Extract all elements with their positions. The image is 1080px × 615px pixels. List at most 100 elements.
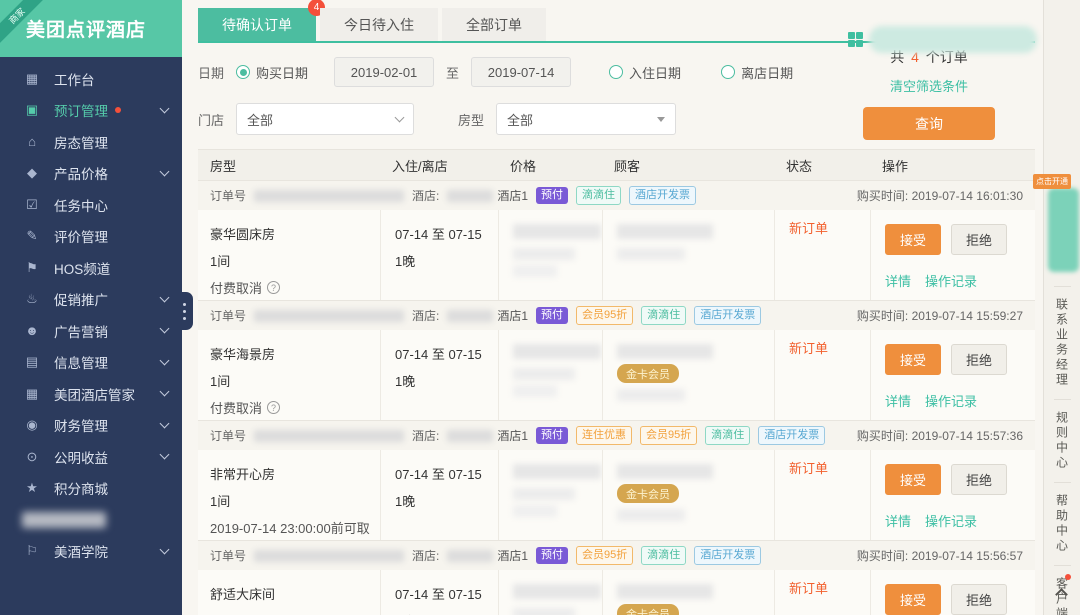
sidebar-collapse-handle[interactable] [176,292,193,330]
sidebar-item-academy[interactable]: ⚐ 美酒学院 [0,536,182,568]
order-row: 豪华海景房 1间 付费取消 ? 07-14 至 07-15 1晚 [198,330,1035,420]
purchase-time-value: 2019-07-14 15:57:36 [911,429,1023,443]
status-cell: 新订单 [774,450,870,540]
sidebar-item-workbench[interactable]: ▦ 工作台 [0,63,182,95]
sidebar-item-label: 评价管理 [54,230,108,246]
dates-cell: 07-14 至 07-15 1晚 [380,570,498,615]
tab-today-checkin[interactable]: 今日待入住 [320,8,438,41]
chevron-down-icon [159,323,170,334]
date-to-input[interactable] [471,57,572,87]
hotel-name-suffix: 酒店1 [497,189,529,203]
accept-button[interactable]: 接受 [885,344,942,375]
blurred-guest-name [617,584,713,599]
date-filter-label: 日期 [198,65,225,81]
reject-button[interactable]: 拒绝 [951,464,1008,495]
accept-button[interactable]: 接受 [885,464,942,495]
status-badge: 新订单 [789,341,829,356]
reject-button[interactable]: 拒绝 [951,224,1008,255]
ad-megaphone-icon: ☻ [25,323,39,339]
stay-dates: 07-14 至 07-15 [395,347,482,362]
rules-center-link[interactable]: 规则中心 [1053,400,1071,483]
sidebar-nav: ▦ 工作台 ▣ 预订管理 ⌂ 房态管理 ◆ 产品价格 ☑ 任务中心 [0,57,182,567]
store-select[interactable]: 全部 [236,103,415,135]
sidebar-item-reviews[interactable]: ✎ 评价管理 [0,221,182,253]
detail-link[interactable]: 详情 [885,394,912,409]
price-tag-icon: ◆ [27,165,37,181]
purchase-time-label: 购买时间: [856,429,909,443]
sidebar-item-ads[interactable]: ☻ 广告营销 [0,315,182,347]
col-actions: 操作 [882,158,909,174]
tab-all-orders[interactable]: 全部订单 [442,8,546,41]
radio-label: 入住日期 [629,65,682,81]
sidebar-item-promotion[interactable]: ♨ 促销推广 [0,284,182,316]
detail-link[interactable]: 详情 [885,514,912,529]
price-cell [498,330,602,420]
accept-button[interactable]: 接受 [885,584,942,615]
blurred-guest-phone [617,248,685,260]
blurred-guest-phone [617,389,685,401]
order-tabs: 待确认订单 4 今日待入住 全部订单 [198,0,1035,43]
tag-invoice: 酒店开发票 [629,186,697,205]
sidebar-item-hos[interactable]: ⚑ HOS频道 [0,252,182,284]
hos-shield-icon: ⚑ [26,259,38,275]
blurred-banner [869,26,1037,53]
gold-member-badge: 金卡会员 [617,364,679,383]
sidebar-item-butler[interactable]: ▦ 美团酒店管家 [0,378,182,410]
reject-button[interactable]: 拒绝 [951,584,1008,615]
tag-prepaid: 预付 [536,187,569,204]
order-group-header: 订单号 酒店: 酒店1 预付 连住优惠 会员95折 滴滴住 酒店开发票 购买时间… [198,420,1035,450]
reject-button[interactable]: 拒绝 [951,344,1008,375]
sidebar-item-tasks[interactable]: ☑ 任务中心 [0,189,182,221]
roomtype-cell: 非常开心房 1间 2019-07-14 23:00:00前可取消 [198,450,380,540]
tag-didizhu: 滴滴住 [576,186,622,205]
help-center-link[interactable]: 帮助中心 [1053,483,1071,566]
sidebar-item-finance[interactable]: ◉ 财务管理 [0,410,182,442]
sidebar-item-revenue[interactable]: ⊙ 公明收益 [0,441,182,473]
result-summary: 共 4 个订单 清空筛选条件 查询 [863,47,995,140]
cancel-policy: 付费取消 ? [210,278,380,297]
sidebar-item-info[interactable]: ▤ 信息管理 [0,347,182,379]
sidebar-item-label: 促销推广 [54,293,108,309]
client-app-link[interactable]: 客户端 [1054,566,1071,615]
radio-checkin-date[interactable]: 入住日期 [609,63,681,82]
operation-log-link[interactable]: 操作记录 [925,514,978,529]
search-button[interactable]: 查询 [863,107,995,140]
blurred-hotel-name [447,189,494,202]
info-building-icon: ▤ [25,354,39,370]
detail-link[interactable]: 详情 [885,274,912,289]
count-suffix: 个订单 [925,49,968,65]
tag-didizhu: 滴滴住 [705,426,751,445]
sidebar-item-roomstatus[interactable]: ⌂ 房态管理 [0,126,182,158]
sidebar-item-label: 产品价格 [54,167,108,183]
date-from-input[interactable] [334,57,435,87]
cancel-text: 2019-07-14 23:00:00前可取消 [210,521,370,536]
notification-dot [115,107,121,114]
actions-cell: 接受 拒绝 详情 操作记录 [870,210,1035,300]
purchase-time-value: 2019-07-14 15:59:27 [911,309,1023,323]
order-no-label: 订单号 [210,549,247,563]
accept-button[interactable]: 接受 [885,224,942,255]
clear-filters-link[interactable]: 清空筛选条件 [889,79,968,94]
to-label: 至 [446,65,460,81]
radio-checkout-date[interactable]: 离店日期 [721,63,793,82]
operation-log-link[interactable]: 操作记录 [925,394,978,409]
room-qty: 1间 [210,494,231,509]
purchase-time: 购买时间: 2019-07-14 15:59:27 [857,307,1023,324]
tab-pending-orders[interactable]: 待确认订单 4 [198,0,325,41]
sidebar-item-booking[interactable]: ▣ 预订管理 [0,95,182,127]
help-icon[interactable]: ? [267,281,281,294]
blurred-guest-name [617,224,713,239]
contact-manager-link[interactable]: 联系业务经理 [1053,286,1071,400]
help-icon[interactable]: ? [267,401,281,414]
status-badge: 新订单 [789,461,829,476]
promo-tag[interactable]: 点击开通 [1033,174,1071,189]
roomtype-select[interactable]: 全部 [496,103,677,135]
sidebar-item-blurred[interactable] [0,504,182,536]
sidebar-item-pricing[interactable]: ◆ 产品价格 [0,158,182,190]
store-filter-label: 门店 [198,112,225,128]
status-badge: 新订单 [789,581,829,596]
sidebar-item-points-mall[interactable]: ★ 积分商城 [0,473,182,505]
operation-log-link[interactable]: 操作记录 [925,274,978,289]
sidebar-item-label: HOS频道 [54,261,111,277]
radio-buy-date[interactable]: 购买日期 [236,63,308,82]
